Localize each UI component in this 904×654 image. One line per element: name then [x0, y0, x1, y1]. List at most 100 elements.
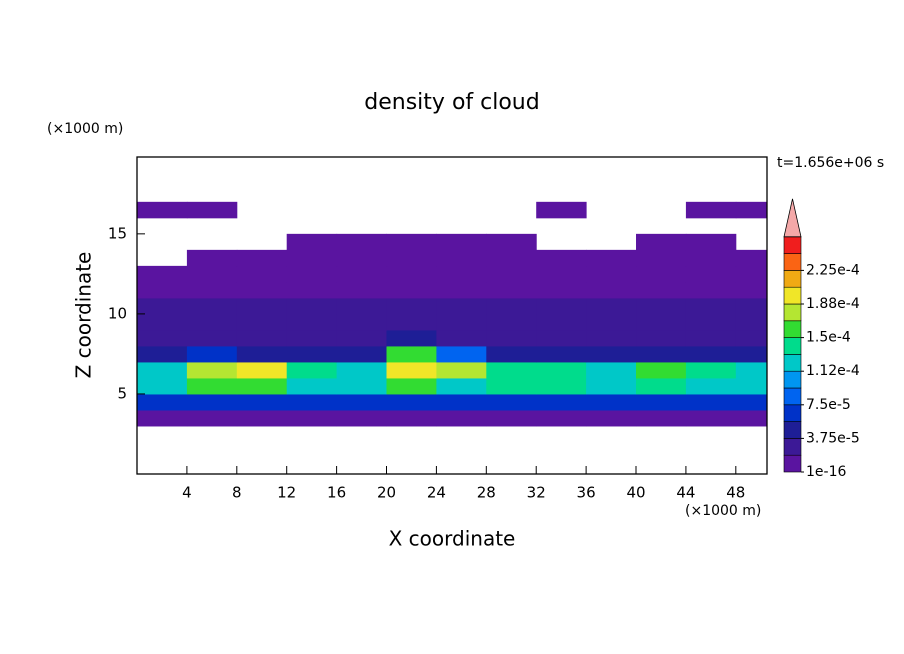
- colorbar-label: 2.25e-4: [806, 262, 860, 278]
- contour-cell: [436, 329, 487, 347]
- contour-cell: [685, 281, 737, 299]
- contour-cell: [536, 409, 587, 427]
- colorbar-band: [783, 320, 802, 338]
- contour-cell: [636, 345, 687, 363]
- contour-cell: [536, 281, 587, 299]
- contour-cell: [586, 393, 637, 411]
- contour-cell: [486, 233, 537, 251]
- colorbar-band: [783, 421, 802, 439]
- contour-cell: [436, 393, 487, 411]
- contour-cell: [186, 393, 238, 411]
- contour-cell: [536, 329, 587, 347]
- contour-cell: [336, 297, 388, 315]
- contour-cell: [735, 265, 768, 283]
- contour-cell: [286, 281, 338, 299]
- contour-cell: [636, 281, 687, 299]
- x-tick-label: 24: [427, 484, 446, 502]
- contour-cell: [636, 265, 687, 283]
- contour-cell: [436, 297, 487, 315]
- contour-cell: [186, 249, 238, 267]
- contour-cell: [735, 409, 768, 427]
- contour-cell: [186, 361, 238, 379]
- contour-field: [137, 201, 768, 427]
- colorbar-band: [783, 438, 802, 456]
- contour-cell: [186, 297, 238, 315]
- contour-cell: [186, 313, 238, 331]
- y-unit: (×1000 m): [47, 121, 123, 137]
- x-tick-label: 36: [577, 484, 596, 502]
- contour-cell: [586, 329, 637, 347]
- contour-cell: [386, 361, 437, 379]
- contour-cell: [685, 313, 737, 331]
- contour-cell: [685, 361, 737, 379]
- contour-cell: [286, 361, 338, 379]
- contour-cell: [137, 297, 188, 315]
- contour-cell: [536, 345, 587, 363]
- contour-cell: [286, 409, 338, 427]
- contour-cell: [536, 265, 587, 283]
- contour-cell: [735, 313, 768, 331]
- x-tick-label: 20: [377, 484, 396, 502]
- contour-cell: [286, 329, 338, 347]
- contour-cell: [286, 297, 338, 315]
- contour-cell: [636, 409, 687, 427]
- contour-cell: [386, 313, 437, 331]
- contour-cell: [386, 233, 437, 251]
- contour-cell: [137, 409, 188, 427]
- contour-cell: [536, 297, 587, 315]
- colorbar-band: [783, 286, 802, 305]
- contour-cell: [436, 233, 487, 251]
- x-tick-label: 12: [277, 484, 296, 502]
- x-tick-label: 8: [232, 484, 242, 502]
- time-label: t=1.656e+06 s: [777, 155, 884, 171]
- contour-cell: [486, 281, 537, 299]
- contour-cell: [286, 233, 338, 251]
- contour-cell: [685, 265, 737, 283]
- contour-cell: [636, 313, 687, 331]
- contour-cell: [137, 201, 188, 219]
- contour-cell: [386, 409, 437, 427]
- contour-cell: [486, 329, 537, 347]
- contour-cell: [536, 313, 587, 331]
- contour-cell: [586, 361, 637, 379]
- contour-cell: [486, 393, 537, 411]
- contour-cell: [636, 297, 687, 315]
- contour-cell: [386, 393, 437, 411]
- contour-cell: [685, 297, 737, 315]
- contour-cell: [236, 361, 288, 379]
- colorbar-band: [783, 370, 802, 389]
- contour-cell: [336, 265, 388, 283]
- colorbar-over: [783, 198, 802, 238]
- contour-cell: [336, 233, 388, 251]
- colorbar-band: [783, 354, 802, 372]
- colorbar-label: 1e-16: [806, 464, 846, 480]
- contour-cell: [386, 345, 437, 363]
- contour-cell: [137, 329, 188, 347]
- contour-cell: [486, 377, 537, 395]
- contour-cell: [735, 201, 768, 219]
- contour-cell: [735, 393, 768, 411]
- contour-cell: [685, 233, 737, 251]
- contour-cell: [735, 281, 768, 299]
- contour-cell: [685, 201, 737, 219]
- contour-cell: [636, 361, 687, 379]
- x-tick-label: 32: [527, 484, 546, 502]
- contour-cell: [286, 249, 338, 267]
- contour-cell: [137, 265, 188, 283]
- contour-cell: [536, 393, 587, 411]
- x-tick-label: 48: [726, 484, 745, 502]
- contour-cell: [586, 345, 637, 363]
- contour-cell: [137, 361, 188, 379]
- contour-cell: [186, 377, 238, 395]
- contour-cell: [236, 377, 288, 395]
- contour-cell: [586, 265, 637, 283]
- contour-cell: [236, 345, 288, 363]
- contour-cell: [186, 265, 238, 283]
- contour-cell: [137, 393, 188, 411]
- contour-cell: [236, 265, 288, 283]
- contour-cell: [586, 281, 637, 299]
- contour-cell: [636, 377, 687, 395]
- contour-cell: [685, 345, 737, 363]
